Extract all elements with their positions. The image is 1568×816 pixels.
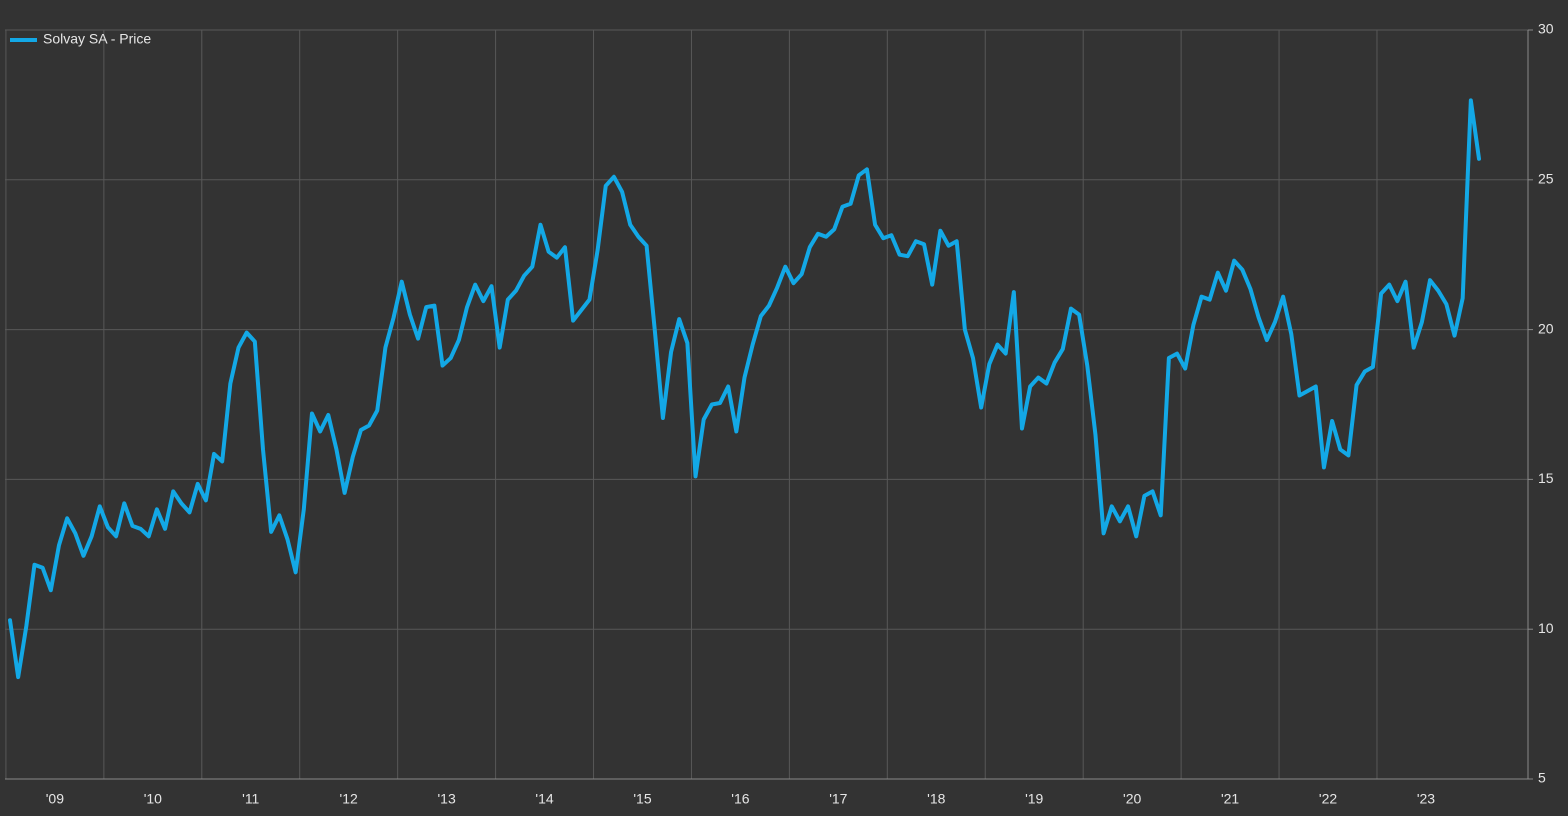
y-tick-label: 25	[1538, 171, 1554, 187]
price-line	[8, 98, 1481, 680]
x-tick-label: '11	[242, 791, 259, 807]
y-tick-label: 5	[1538, 770, 1546, 786]
x-tick-label: '23	[1417, 791, 1435, 807]
x-tick-label: '22	[1319, 791, 1337, 807]
y-tick-label: 15	[1538, 470, 1554, 486]
x-tick-label: '13	[437, 791, 455, 807]
x-tick-label: '18	[927, 791, 945, 807]
x-tick-label: '17	[829, 791, 847, 807]
x-tick-label: '16	[731, 791, 749, 807]
x-tick-label: '12	[340, 791, 358, 807]
y-tick-label: 30	[1538, 21, 1554, 37]
marks	[8, 98, 1481, 680]
grid	[5, 29, 1533, 780]
y-tick-label: 20	[1538, 320, 1554, 336]
x-tick-label: '10	[144, 791, 162, 807]
x-tick-label: '09	[46, 791, 64, 807]
legend-label: Solvay SA - Price	[43, 31, 151, 47]
x-tick-label: '15	[633, 791, 651, 807]
x-tick-label: '19	[1025, 791, 1043, 807]
y-tick-label: 10	[1538, 620, 1554, 636]
x-tick-label: '21	[1221, 791, 1239, 807]
legend: Solvay SA - Price	[10, 31, 151, 47]
x-tick-label: '20	[1123, 791, 1141, 807]
x-tick-label: '14	[535, 791, 553, 807]
